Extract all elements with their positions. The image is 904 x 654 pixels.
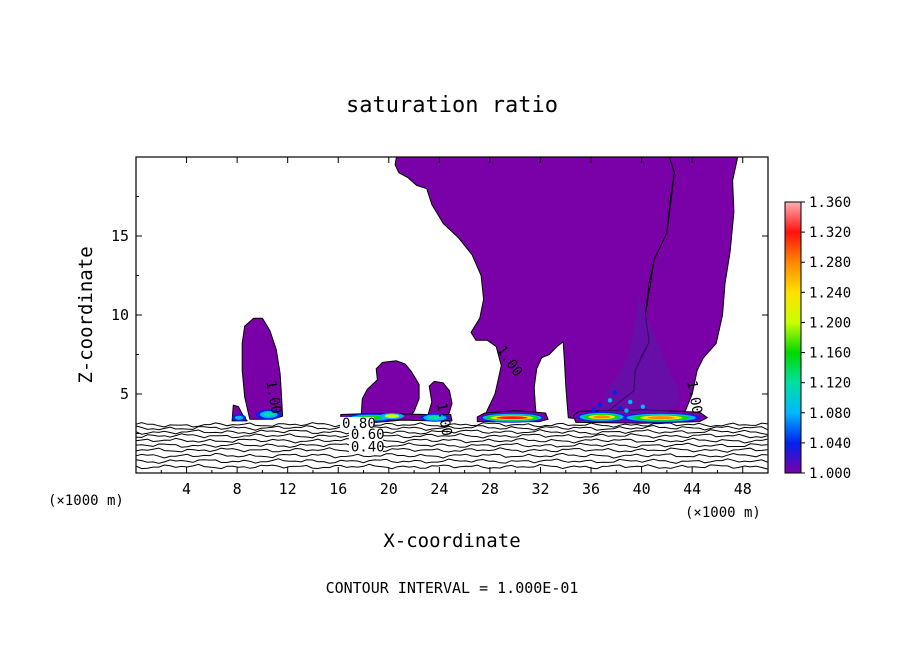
contour-line-level-2 xyxy=(135,429,768,435)
x-tick-label: 12 xyxy=(279,480,297,498)
x-tick-label: 44 xyxy=(683,480,701,498)
contour-label-bg xyxy=(348,428,383,442)
saturation-fill-regions xyxy=(231,156,739,424)
y-tick-label: 5 xyxy=(120,385,129,403)
colorbar-tick-label: 1.160 xyxy=(809,346,851,362)
contour-label-bg xyxy=(348,440,383,454)
colorbar-tick-label: 1.040 xyxy=(809,436,851,452)
y-tick-label: 10 xyxy=(111,306,129,324)
hotspot-speck xyxy=(617,406,623,411)
contour-line-level-1 xyxy=(135,424,768,431)
x-tick-label: 28 xyxy=(481,480,499,498)
contour-line-level-6 xyxy=(135,447,768,453)
hotspot-speck xyxy=(597,402,603,408)
contour-line-level-9 xyxy=(135,463,768,470)
fill-haze-right-tower xyxy=(597,296,680,417)
contour-line-level-4 xyxy=(135,437,768,444)
x-tick-label: 8 xyxy=(233,480,242,498)
hotspot-speck xyxy=(640,404,646,409)
x-tick-label: 20 xyxy=(380,480,398,498)
x-tick-label: 48 xyxy=(734,480,752,498)
contour-line-level-0 xyxy=(135,422,768,428)
colorbar-tick-label: 1.120 xyxy=(809,376,851,392)
x-tick-label: 4 xyxy=(182,480,191,498)
chart-title: saturation ratio xyxy=(346,93,558,118)
contour-label: 0.60 xyxy=(351,427,385,443)
contour-label: 1.00 xyxy=(433,401,455,437)
contour-line-level-5 xyxy=(135,442,768,449)
x-axis-ticks: 4 8 12 16 20 24 28 32 36 40 44 48 xyxy=(160,157,752,498)
hotspot-29-layer-4 xyxy=(496,416,528,420)
colorbar-tick-label: 1.320 xyxy=(809,225,851,241)
hotspot-23-layer-2 xyxy=(427,415,443,420)
hotspot-20-layer-1 xyxy=(384,414,400,419)
colorbar: 1.000 1.040 1.080 1.120 1.160 1.200 1.240 1.280… xyxy=(784,195,851,482)
hotspot-speck xyxy=(628,399,633,405)
contour-label: 0.40 xyxy=(351,440,385,456)
colorbar-tick-label: 1.360 xyxy=(809,195,851,211)
y-tick-label: 15 xyxy=(111,227,129,245)
colorbar-tick-label: 1.280 xyxy=(809,255,851,271)
fill-mid-cloud xyxy=(360,360,420,422)
x-tick-label: 16 xyxy=(329,480,347,498)
contour-label: 1.00 xyxy=(262,379,284,415)
hotspot-10-layer-2 xyxy=(263,412,274,417)
hotspot-speck xyxy=(607,398,613,403)
hotspot-37-layer-4 xyxy=(593,415,611,419)
contour-label-bg xyxy=(340,416,375,430)
x-unit-label-right: (×1000 m) xyxy=(685,505,761,521)
contour-label: 1.00 xyxy=(683,379,705,415)
hotspot-41-layer-4 xyxy=(647,416,675,420)
colorbar-tick-label: 1.080 xyxy=(809,406,851,422)
hotspot-speck xyxy=(612,390,618,395)
colorbar-tick-label: 1.200 xyxy=(809,315,851,331)
hotspot-speck xyxy=(624,408,629,413)
x-tick-label: 24 xyxy=(430,480,448,498)
x-axis-label: X-coordinate xyxy=(383,530,520,552)
x-tick-label: 32 xyxy=(531,480,549,498)
y-axis-ticks: 5 10 15 xyxy=(111,196,768,434)
contour-lines xyxy=(135,422,768,470)
y-axis-label: Z-coordinate xyxy=(75,246,97,383)
contour-line-level-7 xyxy=(135,452,768,459)
colorbar-tick-label: 1.000 xyxy=(809,466,851,482)
contour-label: 0.80 xyxy=(342,416,376,432)
hotspot-speck xyxy=(591,407,596,412)
colorbar-tick-label: 1.240 xyxy=(809,285,851,301)
contour-line-level-3 xyxy=(135,433,768,439)
x-tick-label: 40 xyxy=(633,480,651,498)
x-unit-label-left: (×1000 m) xyxy=(48,493,124,509)
colorbar-gradient xyxy=(784,201,802,474)
contour-interval-footer: CONTOUR INTERVAL = 1.000E-01 xyxy=(326,579,579,597)
hotspot-8-layer-1 xyxy=(234,415,244,420)
x-tick-label: 36 xyxy=(582,480,600,498)
contour-line-level-8 xyxy=(135,458,768,464)
